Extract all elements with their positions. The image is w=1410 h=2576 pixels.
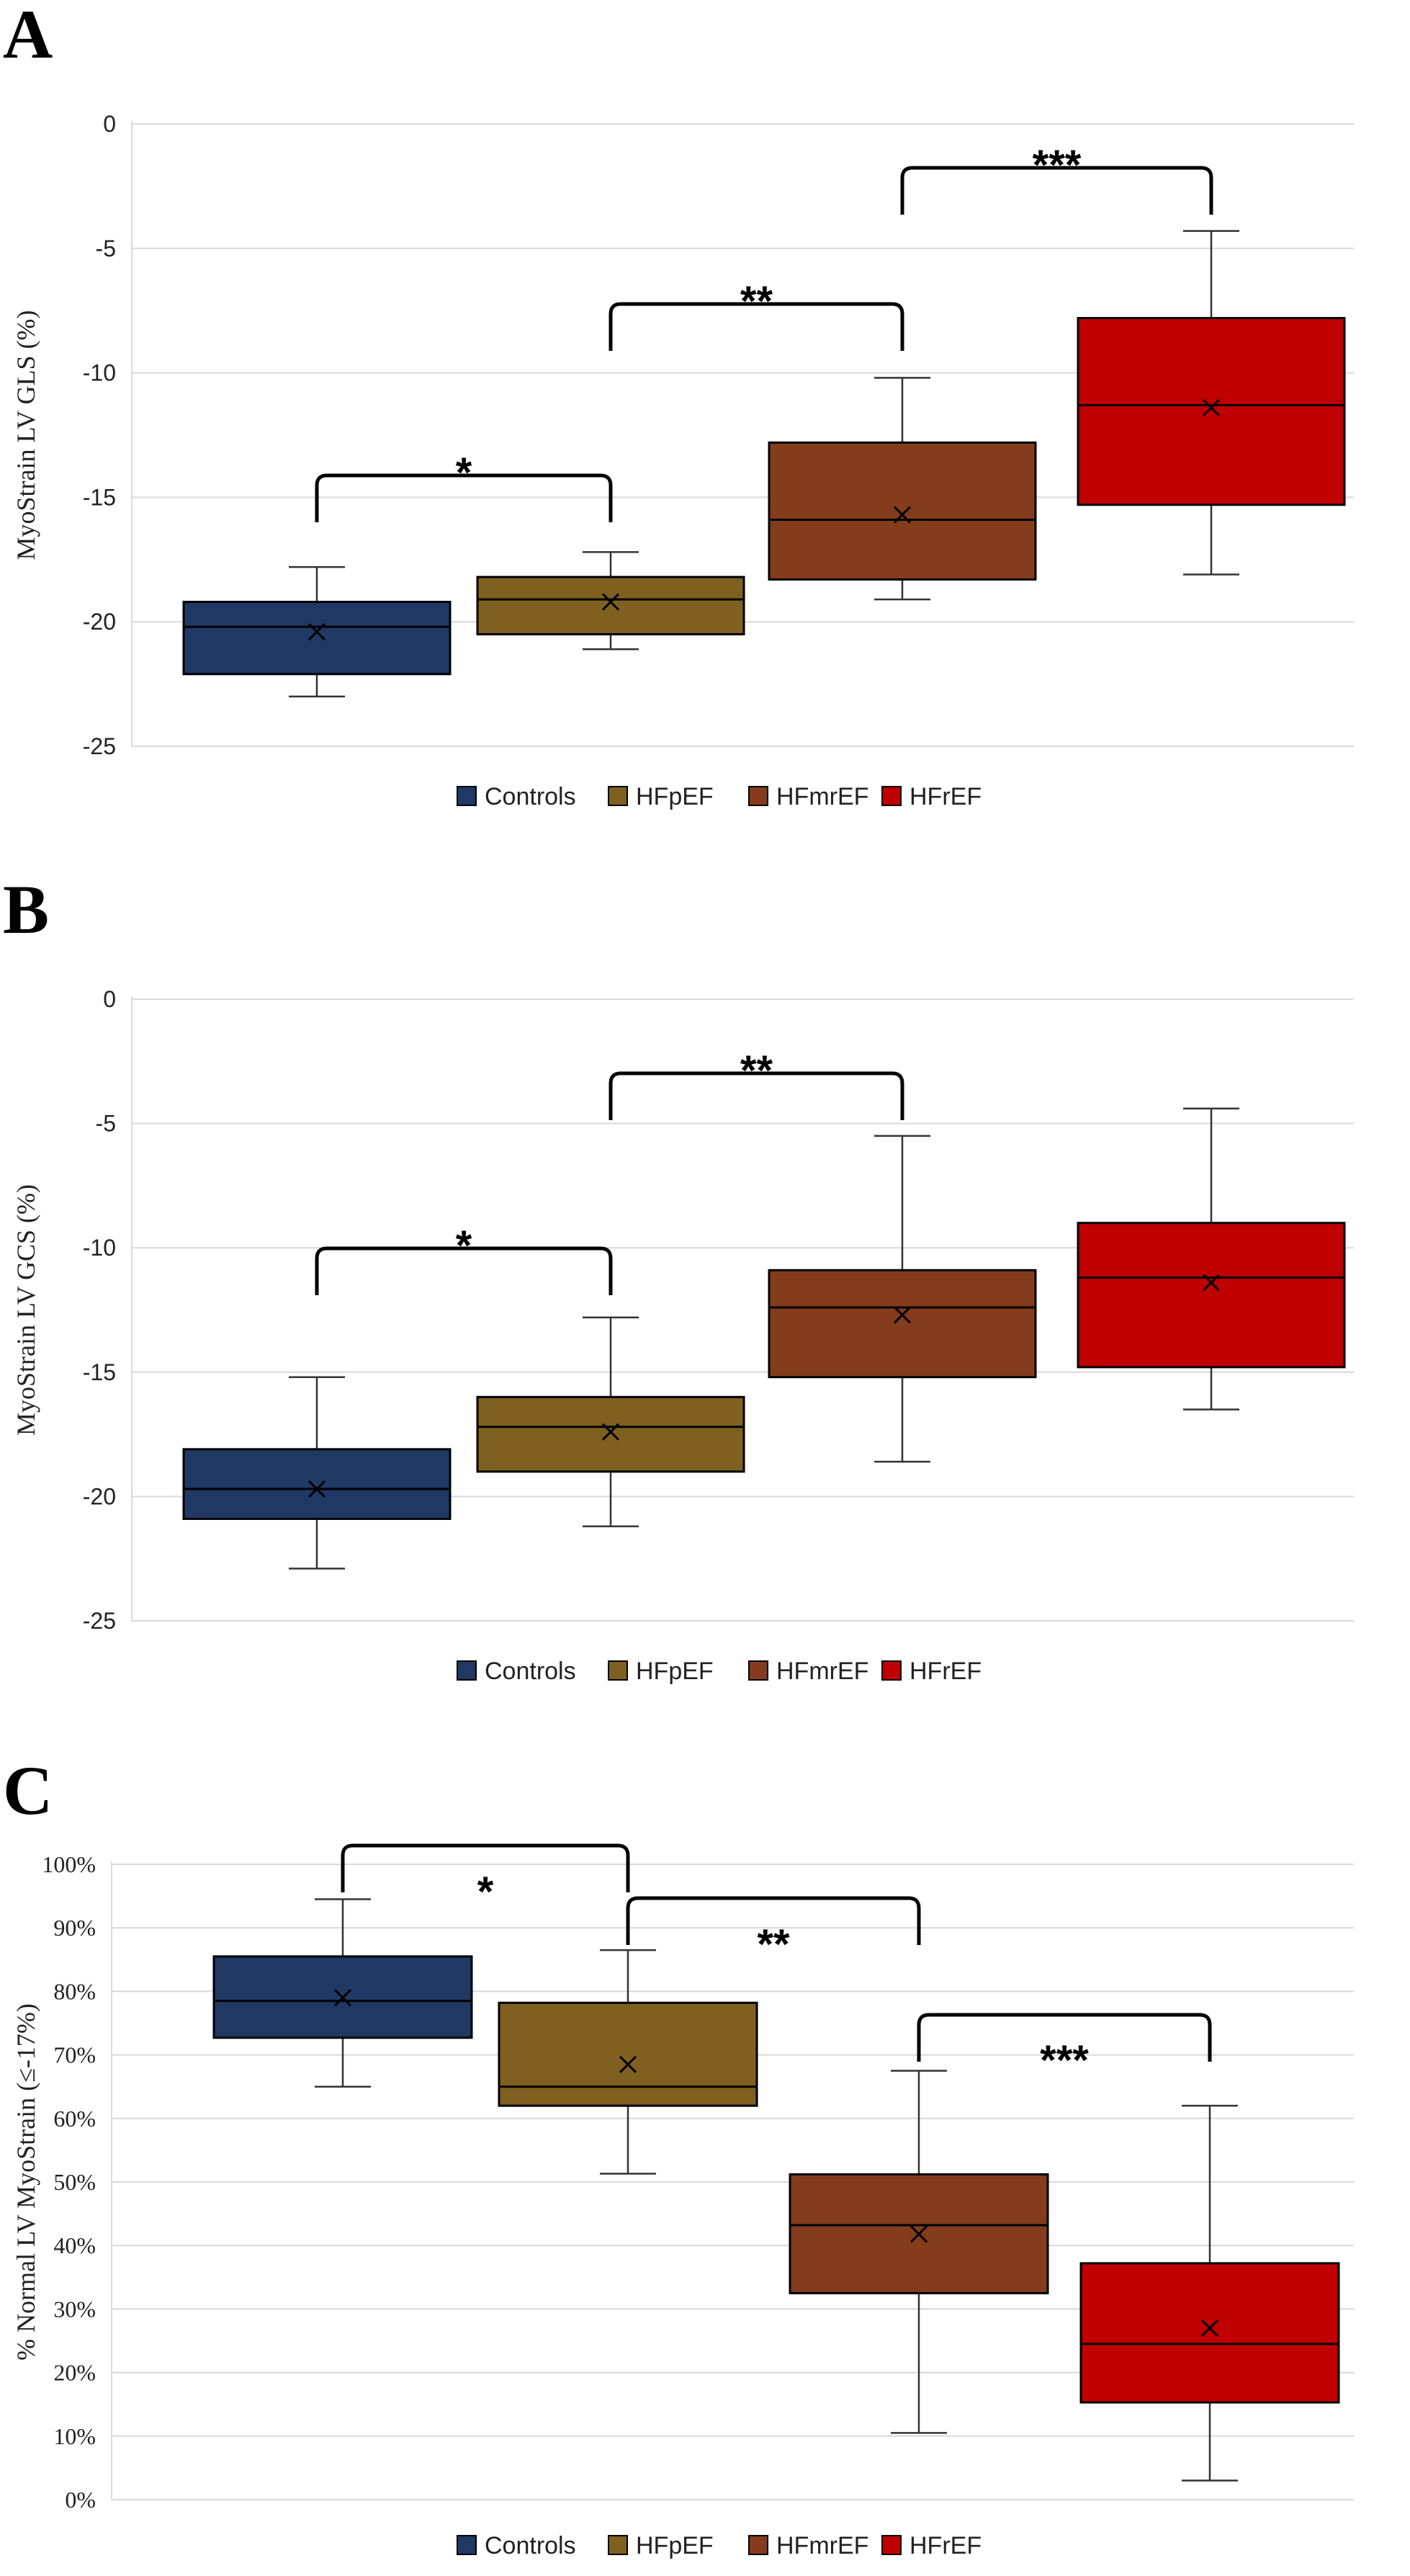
significance-bracket xyxy=(900,166,1213,215)
panel-letter-A: A xyxy=(3,0,53,73)
mean-marker xyxy=(307,622,326,641)
box-controls xyxy=(182,1448,452,1520)
y-tick-label: -5 xyxy=(96,236,116,261)
box-hfpef xyxy=(476,1395,745,1473)
y-tick-label: -15 xyxy=(83,1359,116,1385)
legend-label: HFmrEF xyxy=(776,783,868,810)
y-tick-label: 90% xyxy=(53,1915,96,1941)
legend-label: HFrEF xyxy=(910,1658,982,1685)
legend-swatch-hfmref xyxy=(748,786,768,806)
box-controls xyxy=(212,1955,473,2039)
legend-swatch-controls xyxy=(457,2535,477,2555)
significance-bracket xyxy=(609,302,904,351)
significance-bracket xyxy=(626,1896,921,1945)
legend-label: HFrEF xyxy=(910,783,982,810)
y-tick-label: 30% xyxy=(53,2296,96,2322)
mean-marker xyxy=(1202,1274,1221,1292)
y-tick-label: -25 xyxy=(83,733,116,759)
legend-label: Controls xyxy=(485,2532,576,2559)
y-tick-label: 60% xyxy=(53,2106,96,2132)
y-axis-label: MyoStrain LV GCS (%) xyxy=(12,1184,40,1436)
significance-label: *** xyxy=(1040,2037,1089,2084)
y-tick-label: -25 xyxy=(83,1608,116,1634)
y-tick-label: -20 xyxy=(83,1483,116,1509)
legend-label: Controls xyxy=(485,1658,576,1685)
significance-label: ** xyxy=(740,278,773,325)
mean-marker xyxy=(893,1306,912,1324)
y-tick-label: 10% xyxy=(53,2423,96,2449)
significance-label: ** xyxy=(757,1921,790,1968)
legend-swatch-hfref xyxy=(881,2535,902,2555)
y-tick-label: -10 xyxy=(83,360,116,386)
y-tick-label: -20 xyxy=(83,609,116,635)
significance-label: *** xyxy=(1033,142,1082,189)
box-controls xyxy=(182,601,452,676)
mean-marker xyxy=(307,1480,326,1498)
legend-swatch-hfpef xyxy=(608,2535,628,2555)
panel-letter-C: C xyxy=(3,1752,53,1829)
mean-marker xyxy=(601,593,620,611)
legend-swatch-hfmref xyxy=(748,2535,768,2555)
box-hfpef xyxy=(498,2001,758,2107)
legend-label: HFmrEF xyxy=(776,1658,868,1685)
mean-marker xyxy=(1200,2319,1219,2337)
significance-bracket xyxy=(609,1071,904,1120)
legend-label: HFrEF xyxy=(910,2532,982,2559)
legend-swatch-hfpef xyxy=(608,1660,628,1681)
mean-marker xyxy=(601,1423,620,1441)
box-hfmref xyxy=(768,441,1037,581)
box-hfref xyxy=(1079,2262,1340,2404)
panel-letter-B: B xyxy=(3,871,49,948)
box-hfref xyxy=(1077,1222,1346,1369)
box-hfmref xyxy=(768,1269,1037,1379)
legend-label: HFpEF xyxy=(636,2532,714,2559)
y-tick-label: 40% xyxy=(53,2232,96,2258)
legend-label: HFpEF xyxy=(636,783,714,810)
legend-swatch-controls xyxy=(457,786,477,806)
legend-swatch-hfref xyxy=(881,1660,902,1681)
legend-label: Controls xyxy=(485,783,576,810)
significance-bracket xyxy=(341,1843,630,1892)
significance-bracket xyxy=(315,473,613,522)
significance-bracket xyxy=(917,2013,1212,2062)
box-hfpef xyxy=(476,576,745,635)
legend-label: HFpEF xyxy=(636,1658,714,1685)
legend-swatch-controls xyxy=(457,1660,477,1681)
box-hfref xyxy=(1077,317,1346,506)
significance-label: ** xyxy=(740,1047,773,1094)
y-tick-label: 50% xyxy=(53,2169,96,2195)
mean-marker xyxy=(1202,398,1221,417)
significance-label: * xyxy=(456,450,472,496)
y-axis-label: % Normal LV MyoStrain (≤-17%) xyxy=(12,2003,40,2361)
mean-marker xyxy=(333,1989,352,2007)
legend-swatch-hfref xyxy=(881,786,902,806)
y-tick-label: 0% xyxy=(65,2487,96,2513)
y-axis-label: MyoStrain LV GLS (%) xyxy=(12,310,40,560)
legend-label: HFmrEF xyxy=(776,2532,868,2559)
y-tick-label: 100% xyxy=(42,1851,96,1877)
y-tick-label: -5 xyxy=(96,1111,116,1137)
y-tick-label: 20% xyxy=(53,2360,96,2386)
y-tick-label: 0 xyxy=(103,111,116,137)
y-tick-label: 0 xyxy=(103,986,116,1012)
mean-marker xyxy=(910,2225,928,2243)
mean-marker xyxy=(619,2055,637,2073)
y-tick-label: 80% xyxy=(53,1978,96,2004)
significance-label: * xyxy=(456,1222,472,1269)
legend-swatch-hfpef xyxy=(608,786,628,806)
mean-marker xyxy=(893,506,912,524)
significance-bracket xyxy=(315,1246,613,1295)
y-tick-label: -15 xyxy=(83,484,116,510)
y-tick-label: -10 xyxy=(83,1235,116,1261)
legend-swatch-hfmref xyxy=(748,1660,768,1681)
y-tick-label: 70% xyxy=(53,2042,96,2068)
significance-label: * xyxy=(477,1869,494,1915)
